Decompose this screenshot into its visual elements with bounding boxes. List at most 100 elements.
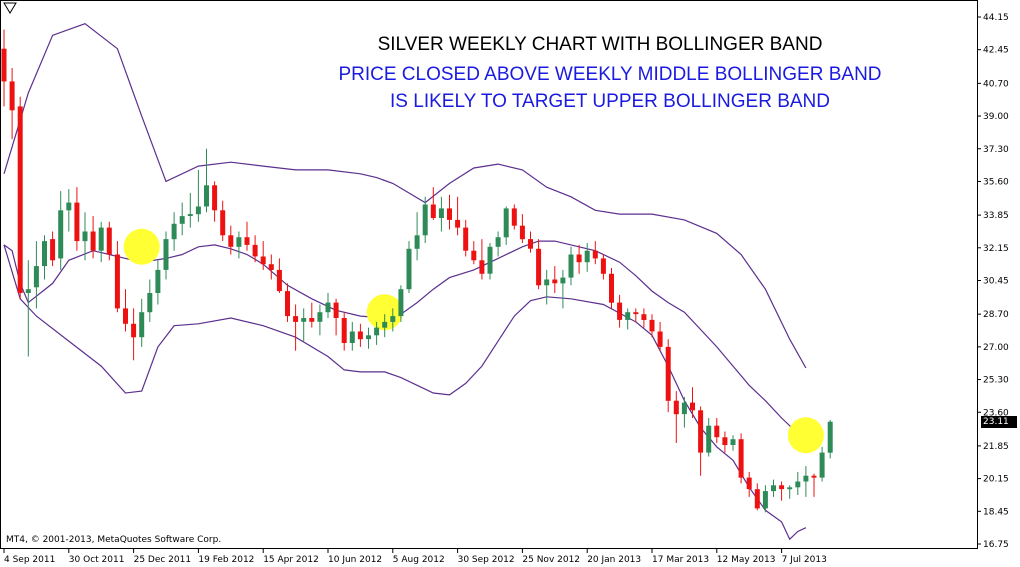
- y-tick-label: 25.30: [983, 376, 1009, 386]
- candle: [471, 241, 477, 265]
- candle: [17, 96, 23, 299]
- candle-body: [811, 475, 817, 478]
- candle-body: [131, 323, 137, 338]
- candle: [455, 196, 461, 236]
- candle: [463, 219, 469, 257]
- candle: [690, 387, 695, 418]
- y-tick-label: 28.70: [983, 310, 1009, 320]
- candle: [163, 231, 169, 280]
- candle: [803, 466, 809, 497]
- candle-body: [625, 312, 631, 320]
- candle: [139, 298, 145, 347]
- candle-body: [673, 400, 679, 415]
- candle-body: [42, 241, 47, 267]
- candle: [171, 212, 177, 251]
- candle-body: [123, 308, 128, 324]
- candle: [787, 485, 793, 499]
- candle: [819, 446, 825, 482]
- candle-body: [74, 202, 80, 242]
- candle-body: [803, 475, 809, 482]
- candle: [66, 189, 72, 232]
- candle-body: [511, 208, 517, 226]
- x-tick-label: 25 Nov 2012: [522, 555, 580, 565]
- y-tick-label: 20.15: [983, 475, 1009, 485]
- candle-body: [592, 250, 598, 259]
- x-tick-label: 7 Jul 2013: [782, 555, 827, 565]
- x-tick-label: 20 Jan 2013: [587, 555, 641, 565]
- candle-body: [260, 256, 266, 265]
- candle: [74, 187, 80, 251]
- chart-subtitle-line-2: IS LIKELY TO TARGET UPPER BOLLINGER BAND: [390, 91, 830, 112]
- candle: [487, 243, 493, 280]
- candle-body: [406, 248, 412, 290]
- candle: [536, 239, 542, 290]
- candle: [155, 260, 161, 305]
- candle-body: [114, 254, 120, 309]
- candle: [698, 406, 704, 476]
- candle-body: [244, 237, 250, 245]
- candle-body: [155, 269, 161, 293]
- x-tick-label: 5 Aug 2012: [393, 555, 445, 565]
- y-tick-label: 32.15: [983, 244, 1009, 254]
- candle: [560, 269, 566, 309]
- candle: [714, 418, 720, 443]
- candle-body: [349, 331, 355, 343]
- candle-body: [771, 485, 776, 492]
- candle-body: [357, 331, 363, 340]
- candle-body: [649, 319, 655, 332]
- candle-body: [471, 250, 477, 261]
- candle: [762, 485, 768, 513]
- candle-body: [341, 318, 347, 343]
- candle-body: [698, 410, 704, 453]
- candle: [438, 196, 444, 232]
- candle: [754, 483, 760, 511]
- candle-body: [325, 302, 331, 313]
- candle-body: [455, 219, 461, 228]
- bollinger-lower-band: [3, 244, 807, 541]
- candle-body: [617, 302, 623, 320]
- chart-menu-arrow-icon[interactable]: [3, 2, 17, 14]
- candle: [220, 200, 226, 242]
- y-tick-label: 44.15: [983, 13, 1009, 23]
- candle-body: [568, 254, 574, 278]
- candle-body: [33, 266, 39, 288]
- candle: [406, 241, 412, 293]
- candle-body: [382, 321, 388, 328]
- candle-body: [163, 239, 169, 270]
- candle-body: [609, 273, 614, 303]
- candle-body: [665, 346, 671, 401]
- candle: [123, 289, 128, 332]
- highlight-marker-1: [123, 228, 160, 265]
- candle-body: [1, 48, 7, 82]
- candle: [665, 339, 671, 413]
- candle-body: [179, 216, 185, 224]
- candle-body: [528, 239, 533, 249]
- candle-body: [722, 437, 728, 445]
- current-price-label: 23.11: [981, 416, 1017, 428]
- candle: [244, 221, 250, 251]
- candle-body: [641, 314, 647, 320]
- candle: [479, 239, 485, 280]
- candle: [187, 193, 193, 228]
- candle: [131, 308, 137, 361]
- candle: [552, 266, 558, 293]
- y-tick-label: 33.85: [983, 211, 1009, 221]
- candle: [495, 231, 501, 257]
- plot-frame: [0, 0, 978, 549]
- candle-body: [600, 258, 606, 274]
- candle: [349, 321, 355, 351]
- candle-body: [487, 246, 493, 274]
- candle-body: [584, 250, 590, 263]
- candle: [811, 473, 817, 497]
- candle: [633, 308, 639, 322]
- x-tick-label: 30 Oct 2011: [69, 555, 125, 565]
- candle-body: [17, 106, 23, 294]
- candle: [98, 221, 104, 263]
- x-tick-label: 4 Sep 2011: [4, 555, 55, 565]
- bollinger-upper-band: [3, 23, 807, 369]
- y-tick-label: 27.00: [983, 343, 1009, 353]
- y-tick-label: 21.85: [983, 442, 1009, 452]
- candle: [771, 479, 776, 497]
- candle-body: [787, 487, 793, 490]
